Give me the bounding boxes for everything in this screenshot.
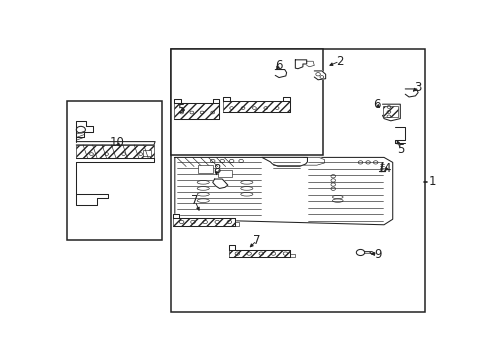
- Text: 6: 6: [274, 59, 282, 72]
- Polygon shape: [76, 141, 155, 145]
- Polygon shape: [173, 214, 179, 219]
- Polygon shape: [283, 97, 289, 101]
- Polygon shape: [303, 157, 324, 165]
- Polygon shape: [76, 158, 154, 162]
- Bar: [171, 49, 424, 312]
- Bar: [173, 219, 234, 226]
- Bar: [197, 165, 212, 173]
- Polygon shape: [394, 127, 405, 143]
- Polygon shape: [223, 101, 289, 112]
- Polygon shape: [275, 69, 286, 77]
- Text: 8: 8: [212, 163, 220, 176]
- Polygon shape: [405, 89, 417, 97]
- Polygon shape: [306, 61, 314, 67]
- Polygon shape: [234, 222, 239, 226]
- Polygon shape: [76, 121, 93, 141]
- Text: 3: 3: [413, 81, 420, 94]
- Polygon shape: [212, 99, 218, 103]
- Bar: [142, 150, 151, 156]
- Polygon shape: [223, 97, 230, 101]
- Text: 1: 1: [428, 175, 435, 188]
- Polygon shape: [314, 71, 325, 80]
- Bar: [67, 102, 161, 240]
- Bar: [228, 250, 289, 257]
- Bar: [383, 106, 398, 117]
- Polygon shape: [212, 179, 227, 188]
- Polygon shape: [382, 104, 400, 121]
- Polygon shape: [174, 99, 181, 103]
- Text: 2: 2: [335, 55, 343, 68]
- Bar: [171, 49, 322, 156]
- Polygon shape: [76, 162, 108, 205]
- Polygon shape: [173, 219, 234, 226]
- Polygon shape: [228, 245, 234, 250]
- Text: 5: 5: [177, 103, 184, 116]
- Bar: [76, 145, 154, 158]
- Text: 9: 9: [373, 248, 381, 261]
- Bar: [174, 103, 218, 118]
- Text: 5: 5: [397, 143, 404, 157]
- Text: 10: 10: [109, 136, 124, 149]
- Text: 7: 7: [191, 194, 198, 207]
- Polygon shape: [175, 157, 392, 225]
- Polygon shape: [262, 157, 307, 166]
- Bar: [218, 170, 231, 177]
- Polygon shape: [228, 250, 289, 257]
- Polygon shape: [174, 103, 218, 118]
- Polygon shape: [295, 60, 306, 69]
- Polygon shape: [289, 253, 294, 257]
- Text: 4: 4: [383, 162, 390, 175]
- Text: 7: 7: [252, 234, 260, 247]
- Text: 6: 6: [372, 98, 379, 111]
- Bar: [223, 101, 289, 112]
